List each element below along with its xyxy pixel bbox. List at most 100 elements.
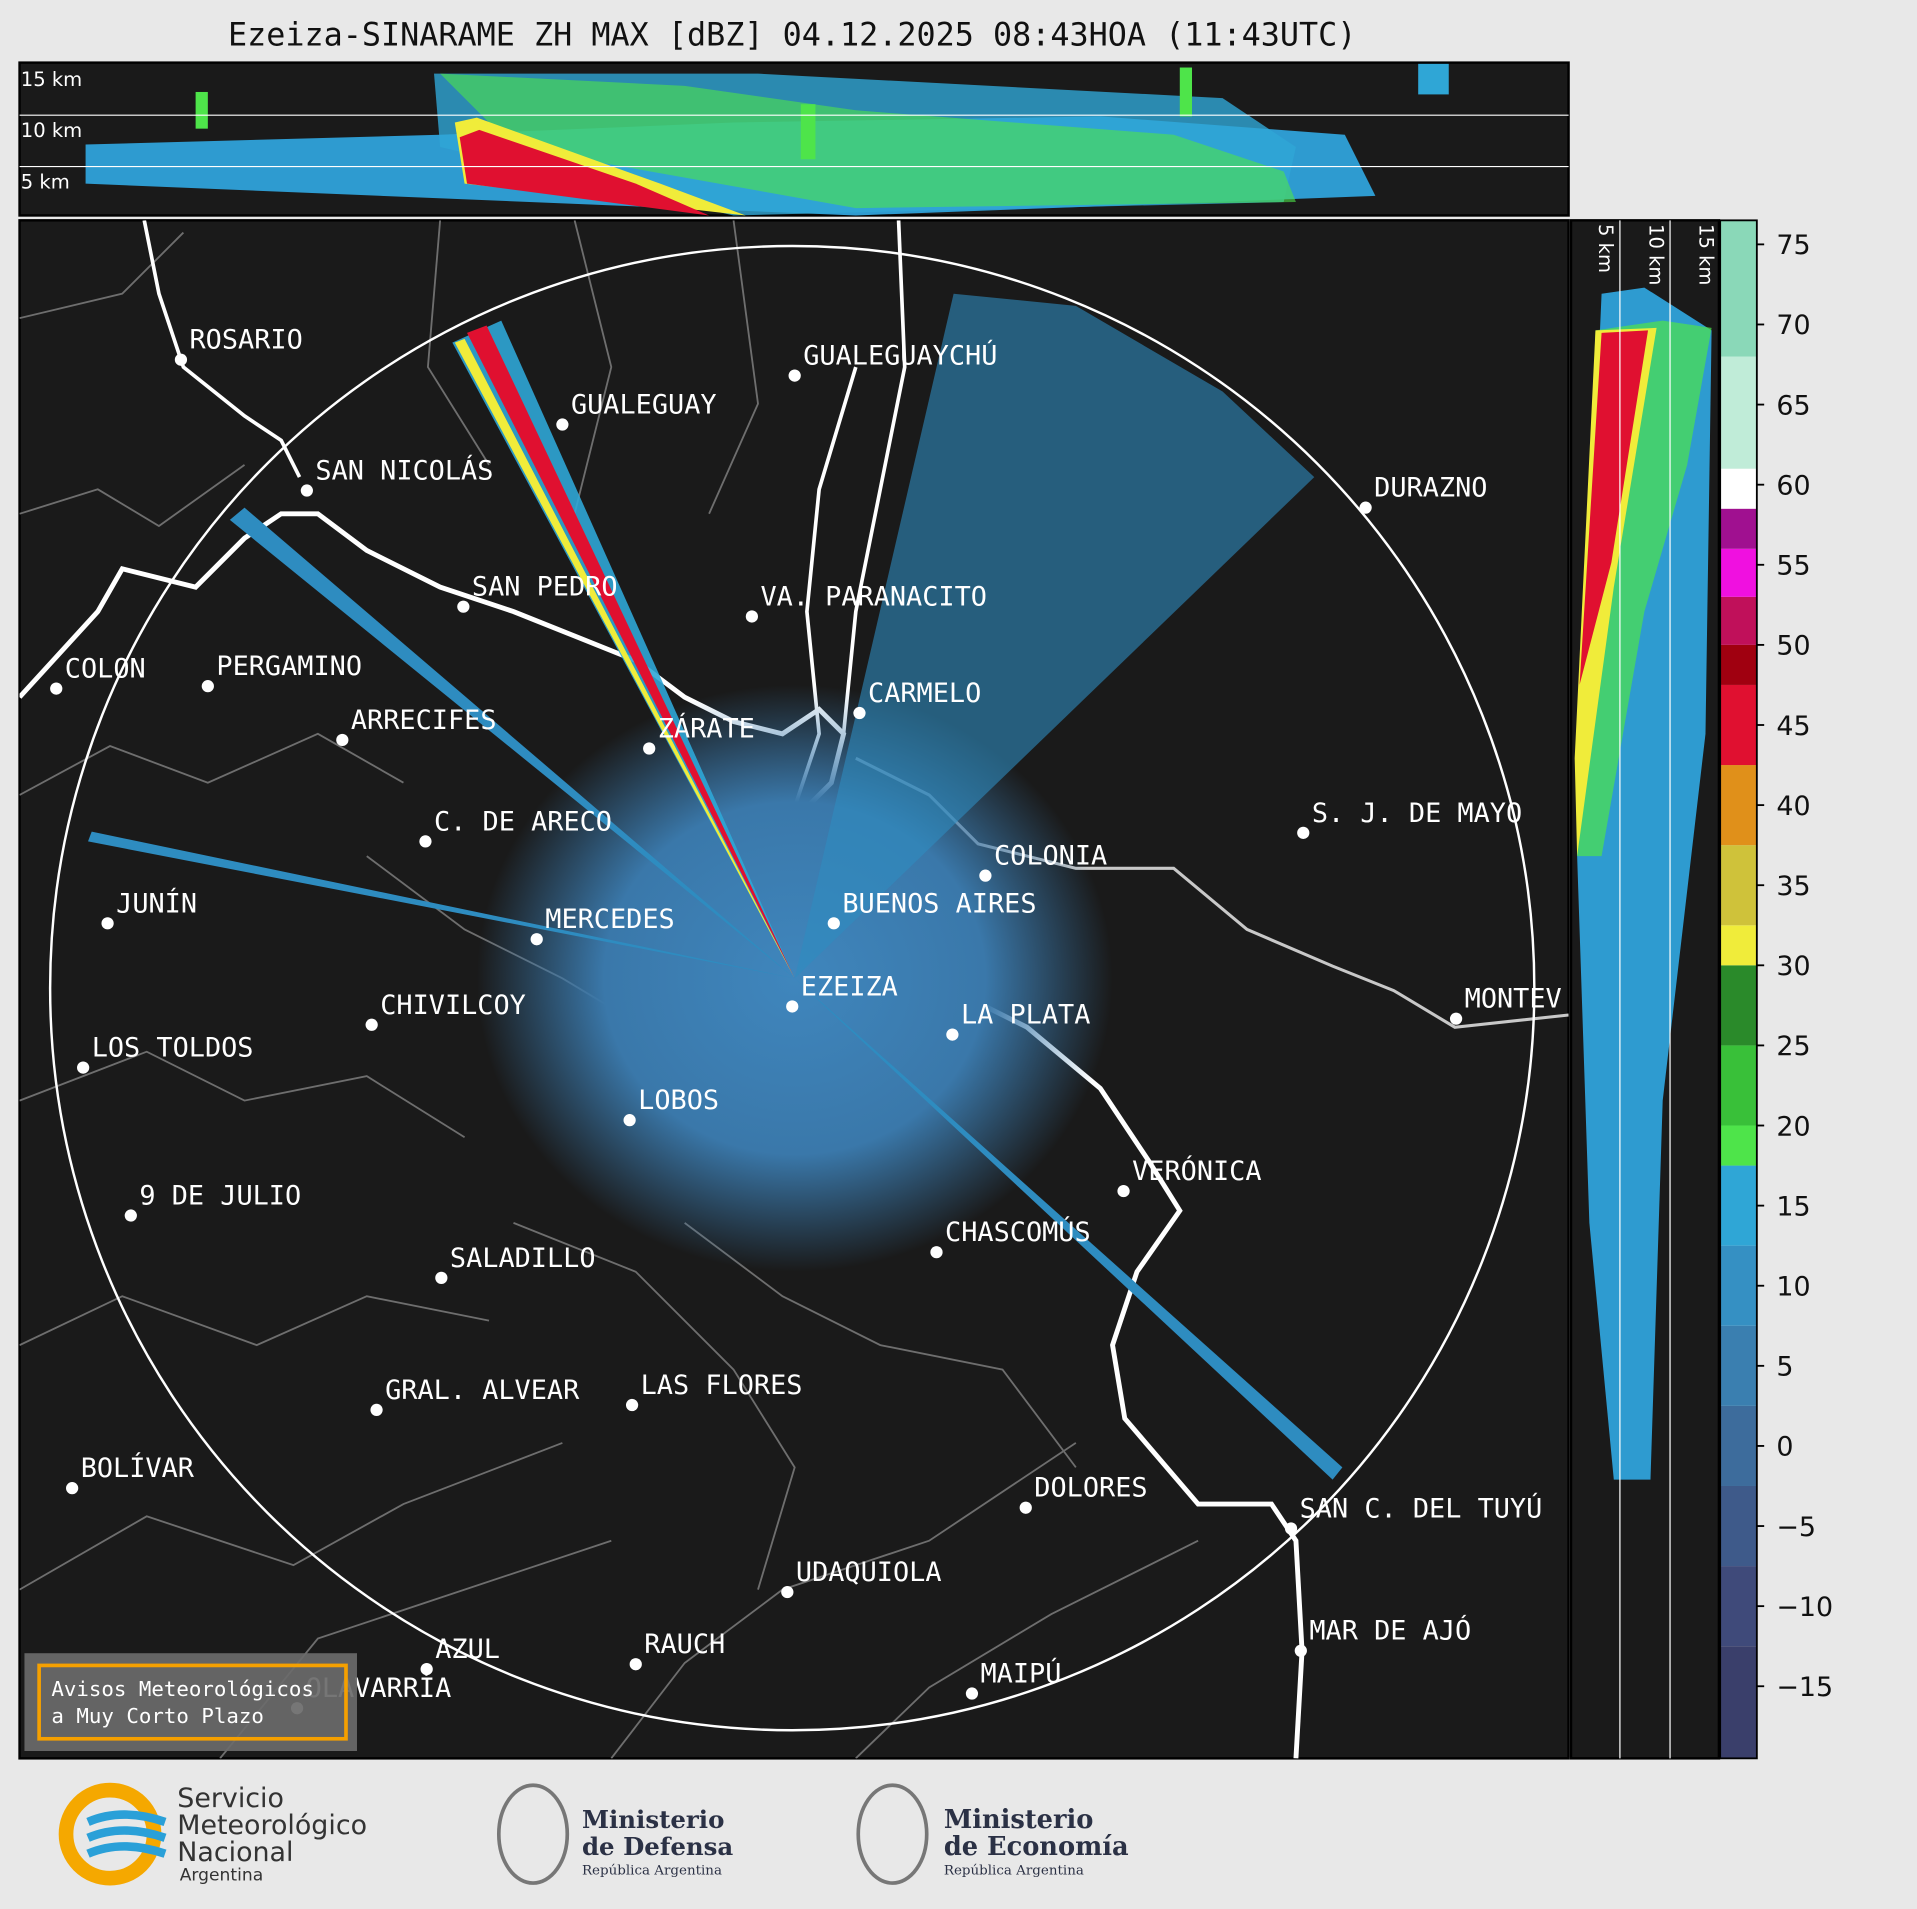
city-dot bbox=[781, 1585, 794, 1599]
echo-fan bbox=[794, 293, 1315, 979]
logo-text: Meteorológico bbox=[177, 1810, 367, 1841]
warning-text[interactable]: a Muy Corto Plazo bbox=[51, 1704, 264, 1728]
city-label: DOLORES bbox=[1034, 1473, 1147, 1504]
echo-ray bbox=[454, 338, 795, 979]
city-dot bbox=[365, 1018, 378, 1031]
city-label: VA. PARANACITO bbox=[760, 581, 987, 612]
color-band bbox=[1720, 1125, 1757, 1166]
warning-text[interactable]: Avisos Meteorológicos bbox=[51, 1677, 314, 1701]
city-label: GUALEGUAY bbox=[571, 390, 717, 421]
color-band bbox=[1720, 644, 1757, 685]
tick-label: 50 bbox=[1776, 631, 1810, 662]
city-label: EZEIZA bbox=[801, 971, 898, 1002]
city-label: ZÁRATE bbox=[658, 712, 755, 744]
city-label: LOBOS bbox=[638, 1085, 719, 1116]
city-label: BUENOS AIRES bbox=[842, 888, 1036, 919]
city-dot bbox=[556, 418, 569, 431]
tick-label: 45 bbox=[1776, 711, 1810, 742]
warning-border bbox=[37, 1663, 348, 1741]
tick-label: 25 bbox=[1776, 1031, 1810, 1062]
color-band bbox=[1720, 965, 1757, 1046]
city-label: GUALEGUAYCHÚ bbox=[803, 340, 997, 372]
color-band bbox=[1720, 356, 1757, 469]
height-label: 10 km bbox=[1644, 224, 1667, 285]
height-label: 5 km bbox=[1594, 224, 1617, 273]
city-label: VERÓNICA bbox=[1132, 1155, 1261, 1187]
city-dot bbox=[435, 1271, 448, 1284]
city-label: MONTEV bbox=[1465, 984, 1562, 1015]
tick-label: −5 bbox=[1776, 1512, 1816, 1543]
shield bbox=[496, 1783, 570, 1885]
logo-text: de Economía bbox=[944, 1832, 1129, 1862]
tick-label: 60 bbox=[1776, 470, 1810, 501]
echo-ray bbox=[467, 325, 795, 979]
city-label: UDAQUIOLA bbox=[796, 1557, 942, 1588]
city-dot bbox=[745, 610, 758, 623]
city-label: SALADILLO bbox=[450, 1243, 596, 1274]
city-dot bbox=[50, 682, 63, 695]
city-dot bbox=[965, 1687, 979, 1700]
color-band bbox=[1720, 1045, 1757, 1126]
color-band bbox=[1720, 1325, 1757, 1406]
color-band bbox=[1720, 1566, 1757, 1647]
city-dot bbox=[530, 933, 543, 946]
city-dot bbox=[174, 353, 188, 366]
city-dot bbox=[1294, 1644, 1307, 1657]
tick-label: 10 bbox=[1776, 1272, 1810, 1303]
color-band bbox=[1720, 1646, 1757, 1759]
city-dot bbox=[979, 869, 992, 882]
echo-ray bbox=[794, 978, 1343, 1480]
logo-text: Ministerio bbox=[944, 1805, 1094, 1835]
city-dot bbox=[300, 484, 313, 497]
city-dot bbox=[1297, 826, 1310, 839]
tick-label: 5 bbox=[1776, 1352, 1793, 1383]
color-band bbox=[1720, 548, 1757, 597]
city-dot bbox=[1117, 1184, 1130, 1198]
city-label: SAN NICOLÁS bbox=[315, 455, 493, 487]
city-label: 9 DE JULIO bbox=[139, 1181, 301, 1212]
map-layers: ROSARIO GUALEGUAYCHÚ GUALEGUAY SAN NICOLÁS D… bbox=[19, 220, 1569, 1759]
city-dot bbox=[419, 835, 432, 848]
logo-text: Argentina bbox=[180, 1866, 263, 1886]
city-label: COLON bbox=[65, 654, 146, 685]
city-dot bbox=[370, 1403, 383, 1417]
city-label: AZUL bbox=[435, 1634, 500, 1665]
height-label: 15 km bbox=[21, 68, 82, 91]
tick-label: 65 bbox=[1776, 390, 1810, 421]
city-label: MERCEDES bbox=[545, 904, 674, 935]
logo-text: de Defensa bbox=[582, 1832, 733, 1861]
shield bbox=[856, 1783, 929, 1885]
logo-text: Ministerio bbox=[582, 1805, 724, 1834]
city-dot bbox=[201, 680, 214, 693]
city-dot bbox=[457, 600, 470, 613]
color-band bbox=[1720, 1165, 1757, 1246]
echo-ray bbox=[229, 507, 795, 979]
city-label: BOLÍVAR bbox=[81, 1452, 195, 1484]
color-band bbox=[1720, 845, 1757, 926]
city-dot bbox=[623, 1114, 636, 1127]
height-label: 5 km bbox=[21, 171, 70, 194]
tick-label: 0 bbox=[1776, 1432, 1793, 1463]
city-label: CHIVILCOY bbox=[380, 990, 526, 1021]
logo-text: Nacional bbox=[177, 1837, 293, 1868]
city-dot bbox=[853, 706, 866, 720]
echo-ray bbox=[88, 831, 795, 979]
city-dot bbox=[788, 369, 801, 382]
logo-text: República Argentina bbox=[944, 1863, 1084, 1878]
city-label: SAN C. DEL TUYÚ bbox=[1300, 1492, 1543, 1524]
height-label: 10 km bbox=[21, 119, 82, 142]
city-dot bbox=[124, 1209, 137, 1222]
city-dot bbox=[77, 1061, 90, 1074]
colorbar-frame bbox=[1719, 219, 1758, 1760]
city-dot bbox=[1449, 1012, 1463, 1025]
color-band bbox=[1720, 765, 1757, 846]
logo-text: República Argentina bbox=[582, 1863, 722, 1878]
footer: Servicio Meteorológico Nacional Argentin… bbox=[58, 1782, 1129, 1886]
color-band bbox=[1720, 1245, 1757, 1326]
city-dot bbox=[629, 1658, 642, 1671]
city-dot bbox=[946, 1028, 959, 1041]
tick-label: −10 bbox=[1776, 1592, 1833, 1623]
city-label: CHASCOMÚS bbox=[945, 1216, 1091, 1248]
